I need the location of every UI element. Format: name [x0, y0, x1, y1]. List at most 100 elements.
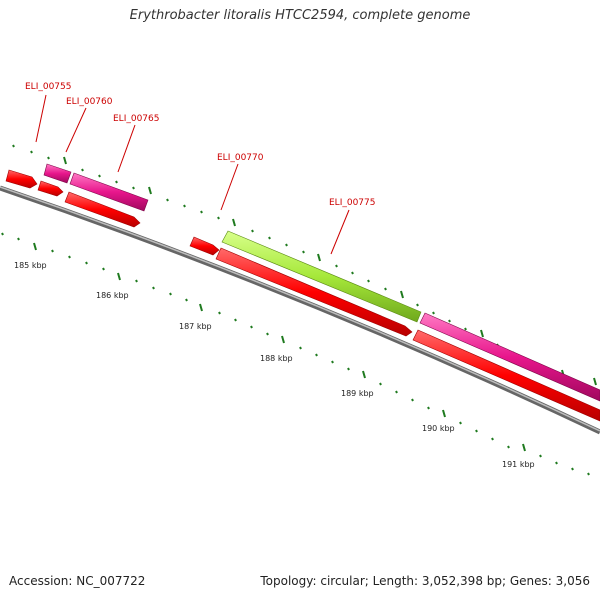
tick [117, 272, 121, 281]
gene-label[interactable]: ELI_00770 [217, 153, 264, 163]
tick [169, 292, 172, 296]
kbp-label: 190 kbp [422, 424, 455, 433]
tick [63, 156, 67, 165]
tick [571, 467, 574, 471]
tick [302, 250, 305, 254]
gene-arrow-forward[interactable] [189, 236, 220, 256]
tick [400, 290, 404, 299]
tick [285, 243, 288, 247]
tick [379, 382, 382, 386]
kbp-label: 187 kbp [179, 322, 212, 331]
gene-label[interactable]: ELI_00765 [113, 114, 160, 124]
kbp-labels: 185 kbp 186 kbp 187 kbp 188 kbp 189 kbp … [14, 261, 535, 469]
tick [593, 377, 597, 386]
genome-summary-text: Topology: circular; Length: 3,052,398 bp… [260, 574, 590, 588]
gene-arrow-reverse[interactable] [43, 163, 72, 184]
gene-arrow-forward[interactable] [37, 180, 64, 197]
tick [218, 311, 221, 315]
tick [135, 279, 138, 283]
tick [166, 198, 169, 202]
tick [362, 370, 366, 379]
tick [250, 325, 253, 329]
tick [98, 174, 101, 178]
tick [185, 298, 188, 302]
gene-arrow-forward[interactable] [64, 191, 141, 228]
tick [539, 454, 542, 458]
tick [384, 287, 387, 291]
leader-line [117, 124, 136, 173]
tick [464, 327, 467, 331]
tick [17, 237, 20, 241]
tick [335, 264, 338, 268]
tick [68, 255, 71, 259]
map-title: Erythrobacter litoralis HTCC2594, comple… [129, 8, 471, 23]
tick [1, 232, 4, 236]
tick [432, 311, 435, 315]
tick [522, 443, 526, 452]
tick [12, 144, 15, 148]
tick [587, 472, 590, 476]
tick [347, 367, 350, 371]
tick [200, 210, 203, 214]
tick [442, 409, 446, 418]
tick [459, 421, 462, 425]
tick [152, 286, 155, 290]
leader-line [35, 94, 47, 143]
tick [148, 186, 152, 195]
tick [416, 303, 419, 307]
accession-text: Accession: NC_007722 [9, 574, 146, 588]
gene-arrow-highlight[interactable] [221, 230, 422, 323]
tick [234, 318, 237, 322]
tick [33, 242, 37, 251]
leader-line [65, 107, 87, 153]
genome-backbone [0, 185, 600, 435]
tick [281, 335, 285, 344]
kbp-label: 191 kbp [502, 460, 535, 469]
tick [555, 461, 558, 465]
gene-arrow-forward[interactable] [412, 329, 600, 422]
gene-arrow-forward[interactable] [215, 247, 413, 337]
inner-ticks [1, 232, 590, 476]
tick [480, 329, 484, 338]
kbp-label: 188 kbp [260, 354, 293, 363]
tick [475, 429, 478, 433]
tick [411, 398, 414, 402]
outer-ticks [12, 144, 597, 387]
gene-label[interactable]: ELI_00775 [329, 198, 376, 208]
gene-labels: ELI_00755 ELI_00760 ELI_00765 ELI_00770 … [25, 82, 376, 208]
tick [199, 303, 203, 312]
tick [132, 186, 135, 190]
genes [5, 163, 600, 422]
tick [51, 249, 54, 253]
tick [251, 229, 254, 233]
tick [395, 390, 398, 394]
kbp-label: 189 kbp [341, 389, 374, 398]
tick [217, 216, 220, 220]
tick [183, 204, 186, 208]
gene-arrow-forward[interactable] [5, 169, 38, 189]
gene-label[interactable]: ELI_00760 [66, 97, 113, 107]
tick [85, 261, 88, 265]
tick [102, 267, 105, 271]
tick [268, 236, 271, 240]
tick [367, 279, 370, 283]
leader-line [220, 163, 239, 211]
tick [317, 253, 321, 262]
tick [351, 271, 354, 275]
kbp-label: 186 kbp [96, 291, 129, 300]
tick [299, 346, 302, 350]
gene-label[interactable]: ELI_00755 [25, 82, 72, 92]
tick [81, 168, 84, 172]
tick [491, 437, 494, 441]
tick [30, 150, 33, 154]
gene-arrow-reverse[interactable] [69, 172, 149, 212]
tick [331, 360, 334, 364]
tick [448, 319, 451, 323]
tick [507, 445, 510, 449]
tick [315, 353, 318, 357]
gene-arrow-reverse[interactable] [419, 312, 600, 402]
kbp-label: 185 kbp [14, 261, 47, 270]
tick [266, 332, 269, 336]
label-leaders [35, 94, 350, 255]
